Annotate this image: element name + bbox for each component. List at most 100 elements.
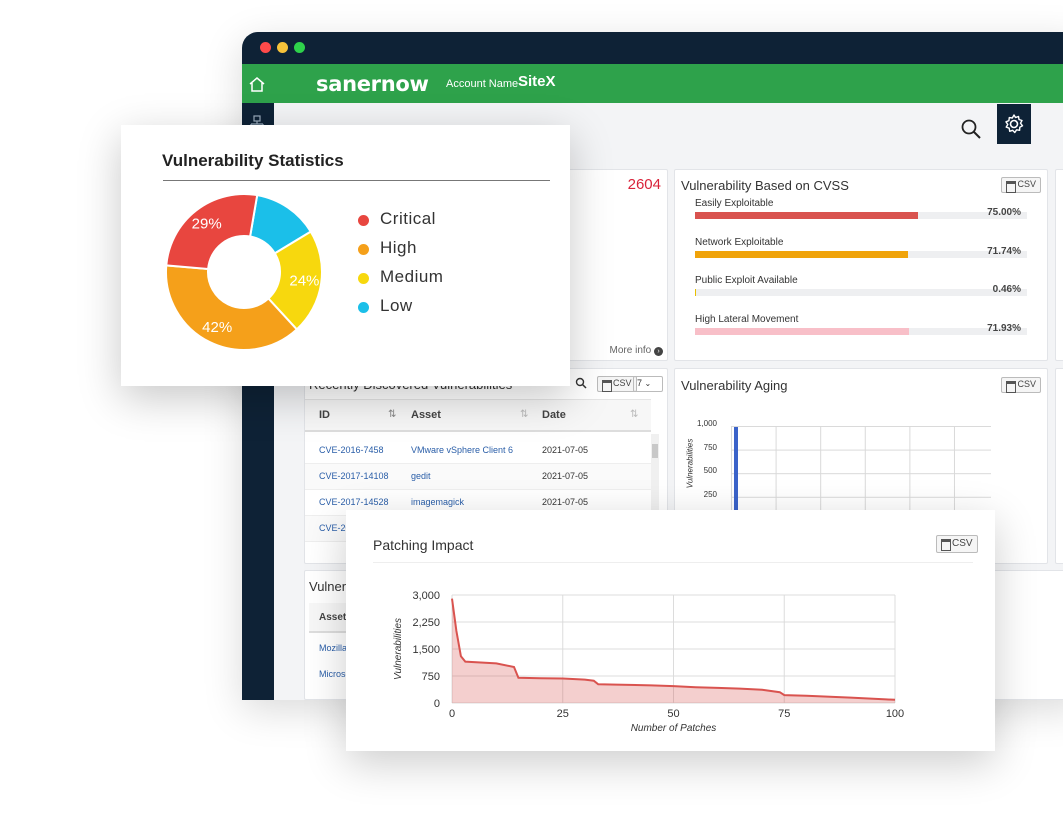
y-tick-label: 750 (422, 671, 440, 683)
sort-icon[interactable]: ⇅ (630, 409, 639, 420)
date-cell: 2021-07-05 (542, 497, 589, 507)
aging-csv-button[interactable]: CSV (1001, 377, 1041, 393)
cvss-bar-percent: 75.00% (987, 207, 1021, 218)
cvss-bar-track (695, 250, 1027, 258)
y-tick-label: 0 (434, 698, 440, 710)
search-icon[interactable] (960, 118, 982, 140)
sort-icon[interactable]: ⇅ (520, 409, 529, 420)
network-icon[interactable] (248, 115, 266, 133)
arrow-circle-right-icon: › (654, 347, 663, 356)
cvss-bar-percent: 0.46% (992, 284, 1021, 295)
brand-logo[interactable]: sanernow (316, 72, 429, 96)
cve-id-link[interactable]: CVE-2017-14108 (319, 471, 389, 481)
table-row[interactable]: CVE-2016-7458 VMware vSphere Client 6 2021… (305, 438, 651, 464)
y-tick-label: 1,500 (412, 644, 440, 656)
column-header-asset[interactable]: Asset (319, 612, 347, 623)
right-panel-2 (1055, 368, 1063, 564)
cvss-csv-button[interactable]: CSV (1001, 177, 1041, 193)
gear-icon (1005, 114, 1024, 134)
cvss-bar-track (695, 212, 1027, 219)
donut-slice-high[interactable] (165, 264, 299, 351)
minimize-window-dot[interactable] (277, 42, 288, 53)
table-cell-link[interactable]: Microsof (319, 669, 354, 679)
recent-table-header: ID ⇅ Asset ⇅ Date ⇅ (305, 400, 651, 432)
more-info-link[interactable]: More info › (610, 345, 663, 356)
legend-label: Critical (380, 209, 436, 228)
date-cell: 2021-07-05 (542, 445, 589, 455)
x-tick-label: 0 (449, 708, 455, 720)
cvss-panel-title: Vulnerability Based on CVSS (681, 178, 849, 193)
cvss-bar-percent: 71.93% (987, 322, 1021, 334)
patching-impact-card: Patching Impact CSV 0 750 1,500 2,250 3,000 0… (346, 510, 995, 751)
page-size-select[interactable]: 7 ⌄ (633, 376, 663, 392)
y-tick-label: 500 (703, 466, 717, 476)
aging-y-axis-label: Vulnerabilities (685, 438, 695, 489)
legend-label: Low (380, 296, 413, 315)
table-scrollbar[interactable] (651, 434, 659, 554)
table-cell-link[interactable]: Mozilla (319, 643, 348, 653)
close-window-dot[interactable] (260, 42, 271, 53)
cve-id-link[interactable]: CVE-2016-7458 (319, 445, 384, 455)
settings-button[interactable] (997, 104, 1031, 144)
aging-panel-title: Vulnerability Aging (681, 378, 788, 393)
divider (163, 180, 550, 181)
cvss-bar-label: Public Exploit Available (695, 275, 798, 286)
asset-link[interactable]: imagemagick (411, 497, 465, 507)
recent-csv-button[interactable]: CSV (597, 376, 637, 392)
bottom-panel-title: Vulnera (309, 579, 354, 594)
divider (373, 562, 973, 563)
cve-id-link[interactable]: CVE-20 (319, 523, 351, 533)
donut-slice-medium[interactable] (266, 230, 323, 331)
legend-color-dot (358, 302, 369, 313)
sort-desc-icon[interactable]: ⇅ (388, 409, 397, 420)
cvss-bar-track (695, 327, 1027, 335)
y-tick-label: 250 (703, 489, 717, 499)
y-tick-label: 750 (703, 442, 717, 452)
x-tick-label: 75 (778, 708, 790, 720)
cvss-bar-label: Easily Exploitable (695, 198, 774, 209)
legend-label: High (380, 238, 417, 257)
area-fill (452, 598, 895, 703)
column-header-id[interactable]: ID (319, 409, 330, 421)
right-panel (1055, 169, 1063, 361)
y-axis-label: Vulnerabilities (393, 618, 404, 680)
column-header-asset[interactable]: Asset (411, 409, 441, 421)
account-name-value[interactable]: SiteX (518, 73, 556, 90)
x-tick-label: 25 (557, 708, 569, 720)
y-tick-label: 2,250 (412, 617, 440, 629)
series-line[interactable] (451, 598, 896, 701)
asset-link[interactable]: VMware vSphere Client 6 (411, 445, 514, 455)
cve-id-link[interactable]: CVE-2017-14528 (319, 497, 389, 507)
table-row[interactable]: CVE-2017-14108 gedit 2021-07-05 (305, 464, 651, 490)
statistics-title: Vulnerability Statistics (162, 151, 344, 170)
app-header: sanernow Account Name SiteX (242, 64, 1063, 103)
y-tick-label: 3,000 (412, 590, 440, 602)
legend-color-dot (358, 215, 369, 226)
vulnerability-statistics-card: Vulnerability Statistics 24% 42% 29% Criti… (121, 125, 570, 386)
severity-donut-chart: 24% 42% 29% (165, 193, 323, 351)
home-icon[interactable] (248, 75, 266, 93)
patching-impact-chart: 0 750 1,500 2,250 3,000 0 25 50 75 100 Number of P… (393, 590, 904, 734)
more-info-label: More info (609, 345, 652, 356)
maximize-window-dot[interactable] (294, 42, 305, 53)
cvss-bar-fill (695, 212, 918, 219)
cvss-bar-track (695, 289, 1027, 296)
cvss-panel: Vulnerability Based on CVSS CSV Easily E… (674, 169, 1048, 361)
search-icon[interactable] (575, 377, 587, 389)
legend-color-dot (358, 244, 369, 255)
account-name-label: Account Name (446, 78, 519, 90)
cvss-bar-fill (695, 250, 909, 258)
column-header-date[interactable]: Date (542, 409, 566, 421)
cvss-bar-label: Network Exploitable (695, 236, 784, 248)
asset-link[interactable]: gedit (411, 471, 431, 481)
donut-slice-critical[interactable] (165, 193, 259, 271)
x-tick-label: 50 (667, 708, 679, 720)
date-cell: 2021-07-05 (542, 471, 589, 481)
y-tick-label: 1,000 (696, 419, 717, 428)
donut-data-label: 24% (289, 273, 319, 290)
x-axis-label: Number of Patches (631, 723, 717, 734)
patching-csv-button[interactable]: CSV (936, 535, 978, 553)
scrollbar-thumb[interactable] (652, 444, 658, 458)
cvss-bar-fill (695, 327, 909, 335)
